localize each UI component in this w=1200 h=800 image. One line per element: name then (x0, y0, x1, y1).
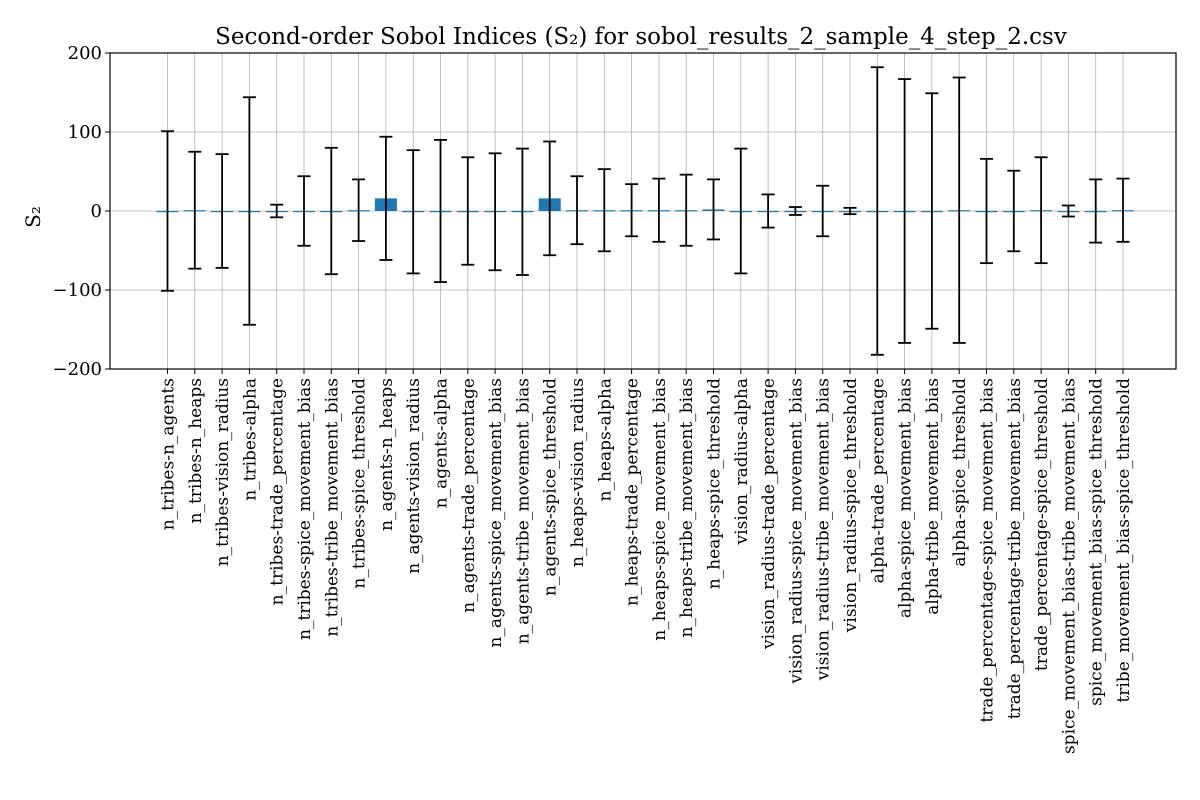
error-bars (161, 66, 1130, 356)
error-bar (215, 153, 229, 269)
error-bar (734, 147, 748, 275)
x-tick-label: trade_percentage-spice_threshold (1032, 378, 1052, 671)
x-tick-label: n_heaps-trade_percentage (623, 378, 643, 606)
error-bar (952, 76, 966, 344)
x-tick-label: n_heaps-spice_movement_bias (650, 378, 670, 641)
error-bar (843, 206, 857, 216)
x-tick-label: n_tribes-alpha (240, 378, 260, 501)
x-tick-label: alpha-tribe_movement_bias (923, 378, 943, 615)
x-tick-label: vision_radius-spice_threshold (841, 378, 861, 633)
error-bar (1007, 169, 1021, 253)
x-tick-label: n_heaps-vision_radius (568, 378, 588, 567)
x-tick-label: trade_percentage-tribe_movement_bias (1005, 378, 1025, 719)
y-tick-label: 0 (91, 201, 102, 222)
error-bar (925, 92, 939, 330)
x-tick-label: alpha-spice_threshold (950, 378, 970, 567)
error-bar (816, 184, 830, 238)
x-tick-label: spice_movement_bias-spice_threshold (1087, 378, 1107, 706)
x-tick-label: n_tribes-spice_threshold (350, 378, 370, 589)
x-tick-label: n_agents-alpha (432, 378, 452, 508)
error-bar (461, 156, 475, 266)
x-tick-label: n_tribes-n_heaps (186, 378, 206, 523)
x-tick-label: spice_movement_bias-tribe_movement_bias (1059, 378, 1079, 754)
error-bar (652, 177, 666, 243)
x-tick-label: n_tribes-tribe_movement_bias (322, 378, 342, 637)
error-bar (161, 130, 174, 292)
x-tick-label: n_agents-spice_movement_bias (486, 378, 506, 648)
y-tick-label: −200 (53, 359, 102, 380)
error-bar (570, 175, 584, 246)
y-axis-ticks: −200 −100 0 100 200 (53, 43, 110, 380)
y-tick-label: 200 (68, 43, 102, 64)
error-bar (488, 152, 502, 272)
x-tick-label: tribe_movement_bias-spice_threshold (1114, 378, 1134, 703)
y-tick-label: −100 (53, 280, 102, 301)
error-bar (543, 140, 557, 257)
x-tick-label: n_heaps-alpha (595, 378, 615, 501)
x-tick-label: vision_radius-trade_percentage (759, 378, 779, 650)
x-tick-label: n_heaps-spice_threshold (705, 378, 725, 589)
error-bar (352, 178, 366, 242)
error-bar (870, 66, 884, 356)
x-tick-label: vision_radius-tribe_movement_bias (814, 378, 834, 681)
chart-title: Second-order Sobol Indices (S₂) for sobo… (215, 24, 1067, 50)
x-tick-label: n_heaps-tribe_movement_bias (677, 378, 697, 637)
error-bar (379, 135, 393, 261)
error-bar (625, 183, 639, 238)
x-tick-label: n_tribes-trade_percentage (268, 378, 288, 605)
error-bar (761, 193, 775, 229)
x-tick-label: trade_percentage-spice_movement_bias (978, 378, 998, 723)
error-bar (679, 173, 693, 247)
x-tick-label: n_tribes-n_agents (159, 378, 179, 530)
error-bar (242, 96, 256, 326)
error-bar (406, 149, 420, 275)
x-tick-label: vision_radius-alpha (732, 378, 752, 545)
error-bar (980, 157, 993, 265)
x-tick-label: alpha-trade_percentage (868, 378, 888, 583)
error-bar (1061, 204, 1075, 218)
error-bar (1116, 177, 1130, 243)
error-bar (707, 178, 720, 241)
x-tick-label: n_tribes-spice_movement_bias (295, 378, 315, 640)
error-bar (898, 78, 912, 344)
x-tick-label: alpha-spice_movement_bias (896, 378, 916, 618)
x-tick-label: n_agents-spice_threshold (541, 378, 561, 596)
error-bar (788, 206, 802, 216)
x-tick-label: n_agents-tribe_movement_bias (513, 378, 533, 644)
error-bar (597, 168, 611, 253)
error-bar (297, 175, 311, 247)
x-tick-label: n_agents-n_heaps (377, 378, 397, 531)
x-tick-label: n_tribes-vision_radius (213, 378, 233, 566)
error-bar (434, 138, 447, 284)
error-bar (1034, 156, 1048, 265)
x-tick-label: n_agents-vision_radius (404, 378, 424, 574)
y-axis-label: S₂ (21, 206, 45, 228)
y-tick-label: 100 (68, 122, 102, 143)
x-tick-label: vision_radius-spice_movement_bias (786, 378, 806, 685)
error-bar (270, 203, 284, 219)
error-bar (324, 146, 338, 276)
x-tick-label: n_agents-trade_percentage (459, 378, 479, 613)
error-bar (1089, 178, 1103, 244)
error-bar (188, 150, 202, 270)
error-bar (515, 147, 529, 276)
x-axis-ticks: n_tribes-n_agents n_tribes-n_heaps n_tribe… (159, 369, 1134, 754)
